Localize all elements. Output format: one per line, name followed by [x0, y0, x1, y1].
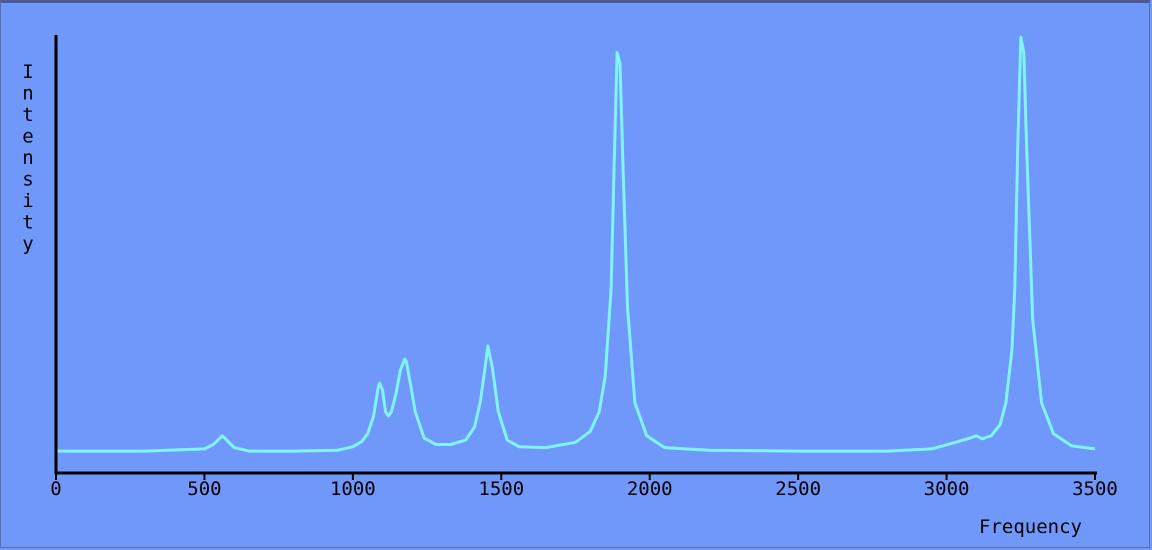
y-axis-title-letter: n: [22, 83, 33, 105]
x-tick-label: 3000: [924, 478, 970, 500]
y-axis-title-letter: t: [22, 212, 33, 234]
series-line: [56, 35, 1096, 453]
x-tick-label: 1500: [478, 478, 524, 500]
x-tick-label: 2500: [775, 478, 821, 500]
y-axis-title-letter: y: [22, 233, 33, 255]
x-tick-label: 3500: [1072, 478, 1118, 500]
x-tick-label: 2000: [627, 478, 673, 500]
y-axis-title-letter: i: [22, 190, 33, 212]
x-tick-label: 0: [50, 478, 61, 500]
y-axis-title-letter: n: [22, 147, 33, 169]
y-axis-title-letter: I: [22, 61, 33, 83]
x-tick-label: 500: [187, 478, 221, 500]
x-axis-ticks: 0 500 1000 1500 2000 2500 3000 3500: [50, 473, 1118, 500]
x-axis-title: Frequency: [979, 516, 1082, 538]
x-tick-label: 1000: [330, 478, 376, 500]
y-axis-title-letter: t: [22, 104, 33, 126]
y-axis-title-letter: s: [22, 169, 33, 191]
y-axis-title-letter: e: [22, 126, 33, 148]
